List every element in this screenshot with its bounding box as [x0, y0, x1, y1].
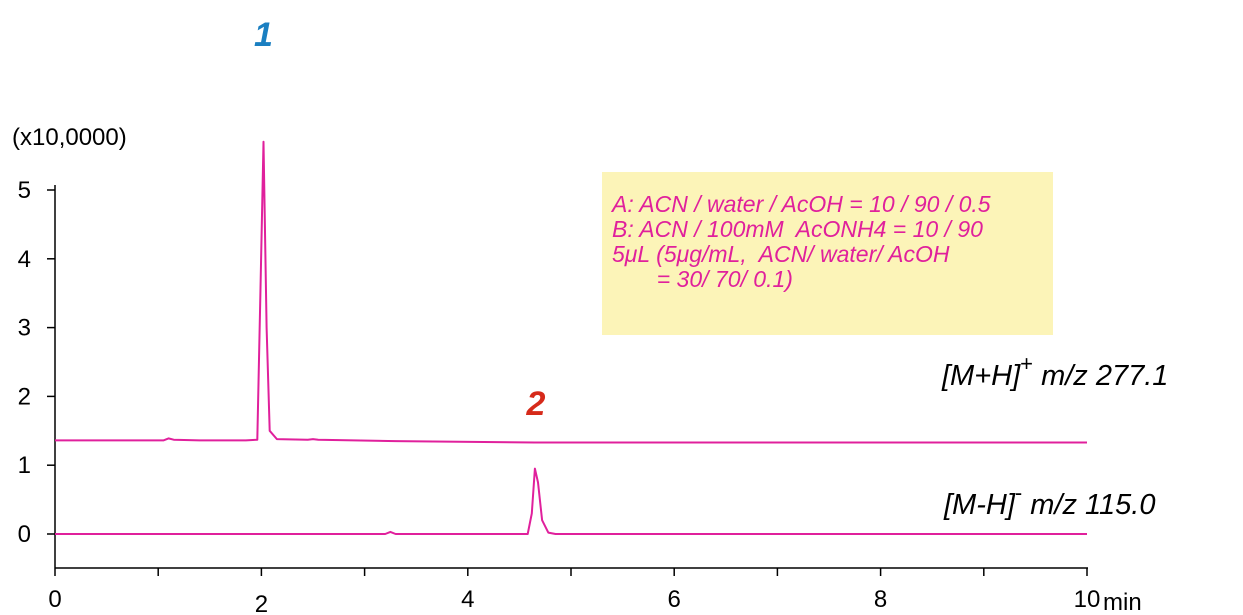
y-tick-label: 3 — [18, 315, 31, 342]
y-tick-label: 5 — [18, 177, 31, 204]
condition-line: B: ACN / 100mM AcONH4 = 10 / 90 — [612, 216, 983, 242]
condition-line: = 30/ 70/ 0.1) — [612, 266, 793, 292]
y-ticks: 0 1 2 3 4 5 — [18, 177, 55, 548]
y-tick-label: 0 — [18, 521, 31, 548]
y-tick-label: 1 — [18, 452, 31, 479]
x-tick-label: 8 — [874, 586, 887, 613]
peak-labels: 12 — [254, 16, 545, 423]
x-tick-label: 0 — [48, 586, 61, 613]
trace-label-1: [M+H]+ m/z 277.1 — [941, 351, 1168, 392]
trace-labels: [M+H]+ m/z 277.1 [M-H]- m/z 115.0 — [941, 351, 1168, 521]
y-tick-label: 4 — [18, 246, 31, 273]
x-tick-label: 2 — [255, 591, 268, 615]
y-unit-label: (x10,0000) — [12, 124, 127, 151]
y-tick-label: 2 — [18, 383, 31, 410]
condition-line: A: ACN / water / AcOH = 10 / 90 / 0.5 — [610, 191, 991, 217]
peak-label-2: 2 — [525, 385, 545, 423]
trace-line-2 — [55, 469, 1087, 534]
condition-line: 5μL (5μg/mL, ACN/ water/ AcOH — [612, 241, 950, 267]
x-tick-label: 4 — [461, 586, 474, 613]
x-ticks: 0 2 4 6 8 10 — [48, 568, 1100, 615]
x-unit-label: min — [1103, 589, 1142, 615]
x-tick-label: 6 — [668, 586, 681, 613]
peak-label-1: 1 — [254, 16, 273, 54]
x-tick-label: 10 — [1074, 586, 1101, 613]
trace-label-2: [M-H]- m/z 115.0 — [943, 480, 1155, 521]
